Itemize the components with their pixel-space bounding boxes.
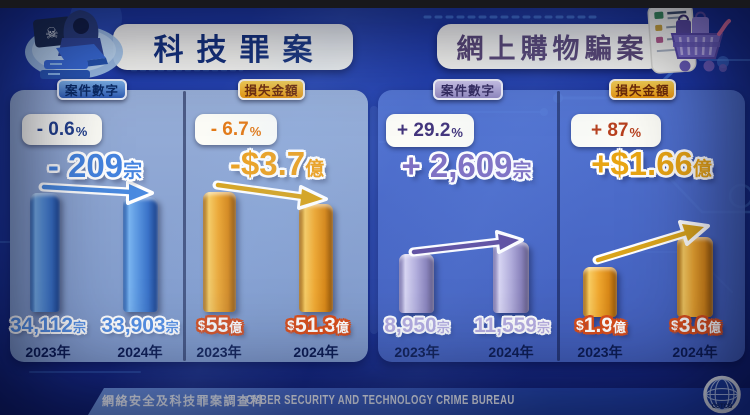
shop-cases-value-2023: 8,950宗 — [369, 314, 465, 340]
percent-sign: % — [75, 123, 88, 139]
year-label: 2024年 — [488, 344, 534, 360]
tab-label: 損失金額 — [615, 84, 670, 98]
year-label: 2023年 — [196, 344, 242, 360]
tech-crime-title: 科技罪案 — [113, 24, 353, 70]
value-unit: 宗 — [165, 320, 179, 335]
value-number: 1.9 — [583, 314, 613, 337]
shop-losses-change: +$1.66億 — [558, 146, 745, 188]
value-currency: $ — [575, 317, 584, 333]
change-value: - 209 — [47, 147, 124, 184]
tab-shop-losses: 損失金額 — [609, 79, 676, 100]
year-label: 2023年 — [577, 344, 623, 360]
value-number: 51.3 — [294, 314, 336, 337]
bureau-globe-logo: CSTCB — [703, 375, 741, 414]
shop-cases-bar-2024 — [493, 242, 529, 313]
tech-cases-value-2023: 34,112宗 — [0, 314, 96, 340]
change-unit: 宗 — [512, 161, 532, 182]
value-currency: $ — [197, 317, 206, 333]
percent-sign: % — [451, 124, 463, 140]
svg-text:☠: ☠ — [44, 24, 59, 42]
tech-cases-change: - 209宗 — [10, 148, 180, 190]
tab-label: 案件數字 — [440, 84, 495, 98]
value-number: 11,559 — [473, 314, 538, 337]
year-label: 2024年 — [293, 344, 339, 360]
change-unit: 億 — [692, 159, 712, 180]
value-unit: 宗 — [73, 320, 87, 335]
shop-cases-value-2024: 11,559宗 — [462, 314, 562, 340]
percent-value: + 87 — [590, 119, 629, 141]
footer-band — [88, 388, 750, 415]
screen-bezel — [0, 0, 750, 8]
tech-losses-value-2024: $51.3億 — [270, 314, 366, 340]
value-currency: $ — [670, 317, 679, 333]
year-label: 2024年 — [672, 344, 718, 360]
tech-losses-percent-box: - 6.7% — [195, 114, 277, 145]
year-label: 2023年 — [25, 344, 71, 360]
value-unit: 億 — [707, 320, 721, 335]
percent-sign: % — [249, 123, 262, 139]
value-unit: 宗 — [436, 320, 450, 335]
panel-divider — [183, 91, 186, 361]
value-currency: $ — [287, 317, 295, 333]
online-shopping-fraud-title: 網上購物騙案 — [437, 24, 663, 69]
value-unit: 宗 — [537, 320, 551, 335]
shop-losses-value-2023: $1.9億 — [553, 314, 649, 340]
year-label: 2024年 — [117, 344, 163, 360]
year-label: 2023年 — [394, 344, 440, 360]
tech-cases-bar-2023 — [30, 193, 60, 312]
shopping-cart-phone-icon — [642, 2, 732, 85]
panel-divider — [557, 91, 560, 361]
shop-losses-percent-box: + 87% — [571, 114, 661, 147]
value-number: 33,903 — [101, 314, 166, 337]
tech-cases-percent-box: - 0.6% — [22, 114, 102, 145]
bureau-name-chinese: 網絡安全及科技罪案調查科 — [102, 394, 265, 408]
tab-tech-cases: 案件數字 — [57, 79, 127, 100]
tab-shop-cases: 案件數字 — [433, 79, 503, 100]
tech-losses-bar-2023 — [203, 192, 236, 312]
percent-sign: % — [629, 124, 642, 140]
tech-cases-bar-2024 — [123, 197, 158, 312]
tab-tech-losses: 損失金額 — [238, 79, 305, 100]
change-value: + 2,609 — [401, 147, 513, 184]
change-unit: 億 — [305, 159, 325, 180]
percent-value: + 29.2 — [397, 119, 451, 141]
bureau-name-english: CYBER SECURITY AND TECHNOLOGY CRIME BURE… — [246, 393, 515, 407]
tech-losses-bar-2024 — [299, 204, 333, 312]
value-number: 55 — [205, 314, 230, 337]
shop-losses-bar-2023 — [583, 267, 617, 317]
tech-losses-value-2023: $55億 — [172, 314, 268, 340]
change-unit: 宗 — [123, 161, 143, 182]
tab-label: 損失金額 — [244, 84, 299, 98]
online-shopping-fraud-title-text: 網上購物騙案 — [456, 34, 649, 64]
shop-cases-percent-box: + 29.2% — [386, 114, 474, 147]
value-unit: 億 — [335, 320, 349, 335]
tech-crime-title-text: 科技罪案 — [153, 34, 326, 67]
shop-losses-bar-2024 — [677, 237, 713, 317]
value-number: 3.6 — [678, 314, 708, 337]
percent-value: - 0.6 — [36, 118, 75, 140]
shop-cases-change: + 2,609宗 — [378, 148, 555, 190]
change-value: +$1.66 — [591, 145, 693, 182]
change-value: -$3.7 — [229, 145, 306, 182]
tab-label: 案件數字 — [64, 84, 119, 98]
tech-cases-value-2024: 33,903宗 — [92, 314, 188, 340]
hacker-icon: ☠ — [18, 4, 133, 87]
value-unit: 億 — [229, 320, 243, 335]
value-unit: 億 — [612, 320, 626, 335]
shop-losses-value-2024: $3.6億 — [648, 314, 744, 340]
percent-value: - 6.7 — [210, 118, 249, 140]
shop-cases-bar-2023 — [399, 254, 434, 313]
tech-losses-change: -$3.7億 — [187, 146, 367, 188]
value-number: 8,950 — [384, 314, 437, 337]
logo-text: CSTCB — [712, 404, 733, 410]
value-number: 34,112 — [9, 314, 74, 337]
